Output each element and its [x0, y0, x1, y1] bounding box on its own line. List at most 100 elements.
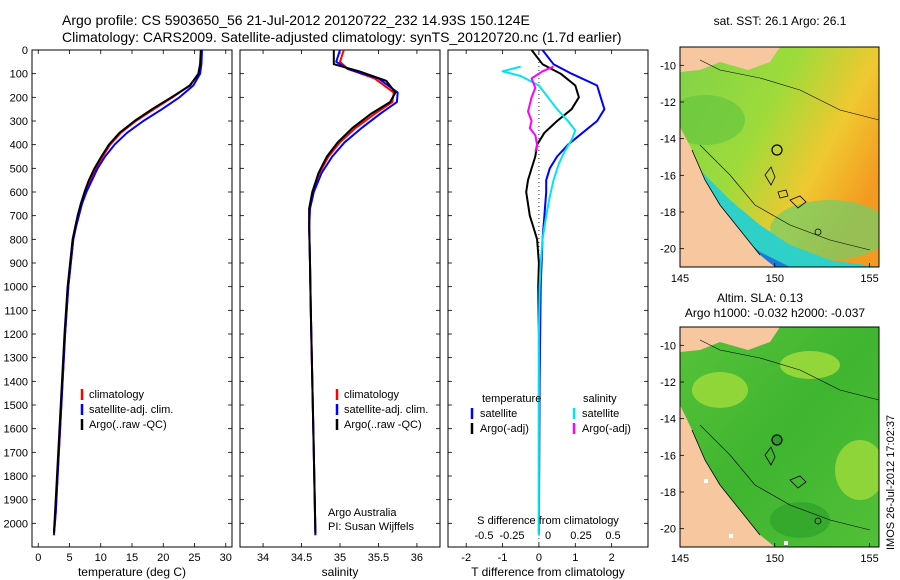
header-line-2: Climatology: CARS2009. Satellite-adjuste… [62, 29, 622, 45]
depth-tick-label: 800 [10, 234, 28, 246]
timestamp-stamp: IMOS 26-Jul-2012 17:02:37 [885, 415, 897, 550]
x-tick-label: 2 [609, 552, 615, 564]
depth-tick-label: 1400 [4, 376, 28, 388]
sla-map-subtitle: Argo h1000: -0.032 h2000: -0.037 [685, 306, 865, 320]
map-x-tick-label: 150 [766, 273, 784, 285]
series-line-salinity-satellite [501, 65, 577, 536]
x-tick-label: 10 [95, 552, 107, 564]
sst-map-title: sat. SST: 26.1 Argo: 26.1 [714, 14, 847, 28]
x2-tick-label: 0.5 [605, 530, 620, 542]
legend-label: satellite-adj. clim. [89, 404, 173, 416]
salinity-axes-frame [239, 49, 441, 548]
x2-tick-label: 0 [545, 530, 551, 542]
series-line-climatology [308, 49, 395, 536]
map-x-tick-label: 155 [860, 273, 878, 285]
credit-text: Argo Australia [328, 507, 397, 519]
map-y-tick-label: -20 [660, 244, 676, 256]
x2-tick-label: -0.25 [499, 530, 524, 542]
depth-tick-label: 0 [22, 45, 28, 57]
map-x-tick-label: 145 [671, 553, 689, 565]
series-line-temperature-argo [525, 49, 580, 533]
x2-tick-label: -0.5 [475, 530, 494, 542]
depth-tick-label: 1700 [4, 447, 28, 459]
x-tick-label: -1 [498, 552, 508, 564]
series-line-climatology [52, 49, 203, 536]
depth-tick-label: 400 [10, 140, 28, 152]
sst-land-north [680, 47, 780, 72]
x-tick-label: 34.5 [291, 552, 312, 564]
difference-xlabel: T difference from climatology [471, 565, 625, 579]
x-tick-label: 5 [66, 552, 72, 564]
x-tick-label: 20 [157, 552, 169, 564]
legend-label: satellite [582, 408, 619, 420]
x-tick-label: 0 [536, 552, 542, 564]
temperature-xlabel: temperature (deg C) [78, 565, 186, 579]
depth-tick-label: 900 [10, 258, 28, 270]
depth-tick-label: 200 [10, 92, 28, 104]
x-tick-label: 30 [220, 552, 232, 564]
depth-tick-label: 1100 [4, 305, 28, 317]
legend-label: Argo(-adj) [480, 423, 529, 435]
sla-argo-marker [771, 434, 783, 446]
legend-label: climatology [344, 389, 400, 401]
depth-tick-label: 1000 [4, 282, 28, 294]
credit-text: PI: Susan Wijffels [328, 521, 414, 533]
series-line-argo [52, 49, 202, 533]
depth-tick-label: 700 [10, 211, 28, 223]
x-tick-label: 25 [188, 552, 200, 564]
salinity-xlabel: salinity [322, 565, 359, 579]
map-x-tick-label: 155 [860, 553, 878, 565]
x-tick-label: 34 [257, 552, 269, 564]
series-line-satellite [52, 49, 203, 536]
map-y-tick-label: -14 [660, 134, 676, 146]
sst-argo-marker [771, 144, 783, 156]
map-y-tick-label: -18 [660, 207, 676, 219]
depth-tick-label: 1500 [4, 400, 28, 412]
map-y-tick-label: -16 [660, 170, 676, 182]
depth-tick-label: 1300 [4, 353, 28, 365]
series-line-satellite [308, 49, 399, 536]
depth-tick-label: 300 [10, 116, 28, 128]
series-line-argo [308, 50, 397, 533]
x-tick-label: 1 [572, 552, 578, 564]
x2-tick-label: 0.25 [570, 530, 591, 542]
header-line-1: Argo profile: CS 5903650_56 21-Jul-2012 … [62, 12, 530, 28]
map-y-tick-label: -10 [660, 60, 676, 72]
difference-x2label: S difference from climatology [477, 515, 619, 527]
depth-tick-label: 2000 [4, 518, 28, 530]
depth-tick-label: 500 [10, 163, 28, 175]
temperature-panel: 0100200300400500600700800900100011001200… [4, 45, 232, 579]
legend-label: satellite [480, 408, 517, 420]
depth-tick-label: 1900 [4, 495, 28, 507]
map-x-tick-label: 150 [766, 553, 784, 565]
x-tick-label: 35 [334, 552, 346, 564]
x-tick-label: 0 [35, 552, 41, 564]
depth-tick-label: 1200 [4, 329, 28, 341]
map-y-tick-label: -14 [660, 414, 676, 426]
map-y-tick-label: -16 [660, 450, 676, 462]
legend-label: climatology [89, 389, 145, 401]
salinity-panel: 34 34.5 35 35.5 36 salinity [240, 49, 440, 579]
legend-title-temperature: temperature [482, 393, 541, 405]
depth-tick-label: 600 [10, 187, 28, 199]
map-y-tick-label: -10 [660, 340, 676, 352]
map-x-tick-label: 145 [671, 273, 689, 285]
depth-tick-label: 1600 [4, 424, 28, 436]
sst-land [680, 127, 775, 267]
depth-tick-label: 1800 [4, 471, 28, 483]
x-tick-label: 15 [126, 552, 138, 564]
x-tick-label: -2 [461, 552, 471, 564]
series-line-temperature-satellite [537, 49, 606, 536]
sla-map-title: Altim. SLA: 0.13 [717, 291, 803, 305]
depth-tick-label: 100 [10, 69, 28, 81]
map-y-tick-label: -18 [660, 487, 676, 499]
map-y-tick-label: -12 [660, 377, 676, 389]
sst-map: sat. SST: 26.1 Argo: 26.1 145 150 155 -10 -1… [660, 14, 880, 285]
x-tick-label: 35.5 [368, 552, 389, 564]
series-line-salinity-argo [527, 65, 554, 153]
x-tick-label: 36 [411, 552, 423, 564]
sla-map: Altim. SLA: 0.13 Argo h1000: -0.032 h200… [660, 291, 880, 565]
difference-panel: -2 -1 0 1 2T difference from climatology [448, 49, 648, 579]
map-y-tick-label: -12 [660, 97, 676, 109]
